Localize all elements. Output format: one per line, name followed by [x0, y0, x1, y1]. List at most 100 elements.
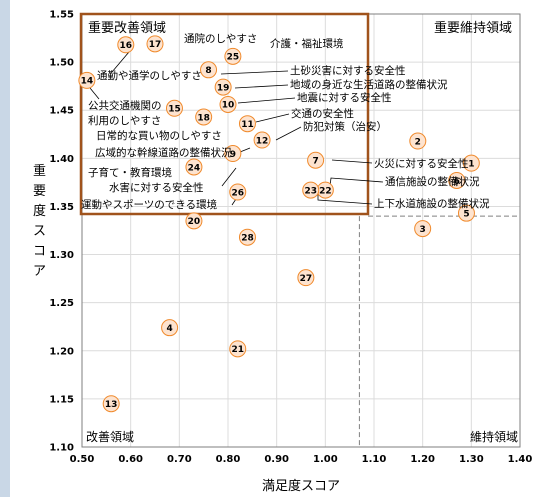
data-marker [224, 47, 242, 65]
data-point-3: 3 [414, 220, 432, 238]
data-marker [302, 181, 320, 199]
data-point-label: 20 [188, 217, 201, 227]
y-axis-title-char: ア [33, 264, 46, 279]
data-point-label: 8 [205, 66, 211, 76]
quadrant-label-top-right: 重要維持領域 [434, 20, 512, 36]
y-axis-title-char: ス [33, 224, 46, 239]
data-marker [102, 395, 120, 413]
annotation-15: 公共交通機関の利用のしやすさ [88, 99, 162, 127]
data-marker [253, 131, 271, 149]
data-point-15: 15 [165, 99, 183, 117]
x-tick-label: 0.80 [216, 454, 241, 465]
data-point-19: 19 [214, 78, 232, 96]
data-point-label: 3 [420, 225, 426, 235]
annotation-26: 運動やスポーツのできる環境 [81, 198, 217, 211]
leader-line-12 [275, 126, 302, 141]
data-marker [462, 154, 480, 172]
data-marker [195, 108, 213, 126]
x-tick-label: 1.40 [508, 454, 533, 465]
annotation-7: 火災に対する安全性 [374, 157, 469, 170]
data-point-label: 6 [454, 177, 460, 187]
leader-line-16 [111, 51, 130, 73]
data-marker [161, 319, 179, 337]
data-marker [214, 78, 232, 96]
leader-line-19 [234, 84, 289, 89]
y-tick-label: 1.10 [49, 443, 74, 454]
y-axis-title-char: 要 [33, 184, 46, 199]
data-point-5: 5 [457, 204, 475, 222]
data-point-22: 22 [316, 181, 334, 199]
data-point-label: 1 [468, 159, 474, 169]
data-point-27: 27 [297, 269, 315, 287]
data-point-8: 8 [200, 61, 218, 79]
leader-line-8 [220, 70, 289, 75]
data-point-12: 12 [253, 131, 271, 149]
data-point-label: 16 [120, 41, 133, 51]
data-point-6: 6 [448, 171, 466, 189]
data-marker [117, 36, 135, 54]
x-tick-label: 0.50 [70, 454, 95, 465]
annotation-10: 地震に対する安全性 [297, 91, 392, 104]
data-marker [414, 220, 432, 238]
data-point-14: 14 [78, 71, 96, 89]
y-tick-label: 1.50 [49, 58, 74, 69]
data-point-20: 20 [185, 212, 203, 230]
data-point-label: 5 [463, 209, 469, 219]
annotation-16: 通勤や通学のしやすさ [97, 69, 202, 82]
data-point-4: 4 [161, 319, 179, 337]
data-marker [200, 61, 218, 79]
y-axis-title-char: コ [33, 244, 46, 259]
left-edge-strip [0, 0, 10, 497]
leader-line-7 [331, 159, 373, 164]
leader-line-14 [89, 87, 100, 100]
data-point-label: 21 [231, 345, 244, 355]
x-axis-title: 満足度スコア [262, 478, 340, 494]
data-point-17: 17 [146, 35, 164, 53]
data-marker [238, 228, 256, 246]
y-tick-label: 1.25 [49, 298, 74, 309]
data-point-26: 26 [229, 183, 247, 201]
quadrant-label-bottom-right: 維持領域 [470, 429, 518, 444]
data-marker [219, 95, 237, 113]
leader-line-11 [255, 113, 290, 123]
leader-line-10 [237, 97, 296, 104]
data-point-25: 25 [224, 47, 242, 65]
data-point-24: 24 [185, 158, 203, 176]
data-point-23: 23 [302, 181, 320, 199]
data-marker [185, 212, 203, 230]
data-point-label: 10 [222, 101, 235, 111]
quadrant-label-bottom-left: 改善領域 [86, 429, 134, 444]
data-point-label: 22 [319, 186, 332, 196]
data-point-label: 15 [168, 105, 181, 115]
data-point-2: 2 [409, 132, 427, 150]
data-point-label: 12 [256, 136, 269, 146]
data-point-label: 11 [241, 120, 254, 130]
y-tick-label: 1.40 [49, 154, 74, 165]
annotation-line: 利用のしやすさ [88, 115, 161, 127]
x-tick-label: 1.20 [410, 454, 435, 465]
annotation-25: 介護・福祉環境 [270, 37, 344, 50]
data-point-label: 26 [231, 188, 244, 198]
annotation-5: 上下水道施設の整備状況 [374, 197, 490, 210]
data-point-label: 28 [241, 234, 254, 244]
data-point-label: 27 [300, 274, 313, 284]
data-point-7: 7 [307, 151, 325, 169]
x-tick-label: 1.00 [313, 454, 338, 465]
annotation-20: 水害に対する安全性 [109, 181, 204, 194]
data-point-18: 18 [195, 108, 213, 126]
priority-improvement-box [79, 12, 370, 216]
data-point-9: 9 [224, 145, 242, 163]
annotation-6: 通信施設の整備状況 [385, 175, 480, 188]
x-tick-label: 0.90 [264, 454, 289, 465]
data-marker [224, 145, 242, 163]
y-axis-title-char: 重 [33, 163, 46, 179]
data-marker [409, 132, 427, 150]
data-point-label: 23 [304, 186, 317, 196]
quadrant-label-top-left: 重要改善領域 [88, 20, 166, 36]
data-point-28: 28 [238, 228, 256, 246]
annotation-12: 防犯対策（治安） [303, 120, 387, 133]
annotation-18: 日常的な買い物のしやすさ [96, 129, 222, 142]
annotation-17: 通院のしやすさ [184, 32, 257, 45]
data-point-label: 18 [197, 113, 210, 123]
